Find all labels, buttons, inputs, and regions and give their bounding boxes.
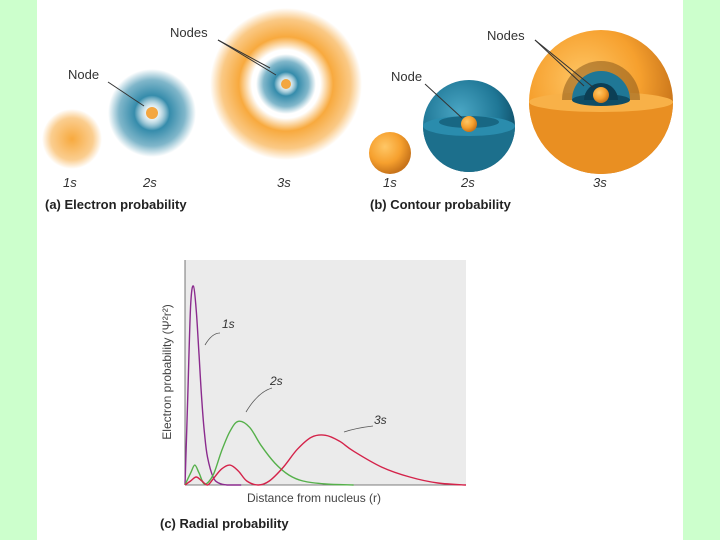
y-axis-label: Electron probability (Ψ²r²) (160, 304, 174, 440)
panel-a-electron-probability (42, 8, 362, 169)
x-axis-label: Distance from nucleus (r) (247, 491, 382, 505)
nodes-label-a: Nodes (170, 25, 208, 40)
series-2s-line (184, 420, 354, 486)
nodes-pointer-a-2 (217, 39, 271, 69)
right-border (683, 0, 720, 540)
leader-1s (204, 332, 221, 346)
nodes-label-b: Nodes (487, 28, 525, 43)
sphere-2s (423, 80, 515, 172)
caption-a: (a) Electron probability (45, 197, 187, 212)
node-pointer-a (107, 81, 145, 107)
cloud-1s (42, 109, 102, 169)
panel-b-contour-probability (369, 30, 673, 174)
orbital-label-a-1s: 1s (63, 175, 77, 190)
nodes-pointer-a-1 (217, 39, 277, 76)
series-1s-line (184, 285, 242, 486)
nodes-pointer-b-1 (534, 39, 585, 87)
node-label-b: Node (391, 69, 423, 84)
cloud-2s (108, 69, 196, 157)
radial-chart (184, 260, 467, 486)
node-pointer-b (424, 83, 463, 119)
series-label-2s: 2s (270, 374, 283, 388)
sphere-3s (529, 30, 673, 174)
leader-2s (245, 387, 273, 413)
left-border (0, 0, 37, 540)
caption-c: (c) Radial probability (160, 516, 289, 531)
sphere-1s (369, 132, 411, 174)
orbital-label-b-2s: 2s (461, 175, 475, 190)
node-label-a: Node (68, 67, 100, 82)
series-label-3s: 3s (374, 413, 387, 427)
leader-3s (343, 425, 374, 433)
orbital-label-b-3s: 3s (593, 175, 607, 190)
series-label-1s: 1s (222, 317, 235, 331)
caption-b: (b) Contour probability (370, 197, 511, 212)
series-3s-line (184, 434, 467, 486)
orbital-label-a-2s: 2s (143, 175, 157, 190)
cloud-3s (210, 8, 362, 160)
orbital-label-b-1s: 1s (383, 175, 397, 190)
nodes-pointer-b-2 (534, 39, 595, 89)
orbital-label-a-3s: 3s (277, 175, 291, 190)
plot-area (185, 260, 466, 485)
